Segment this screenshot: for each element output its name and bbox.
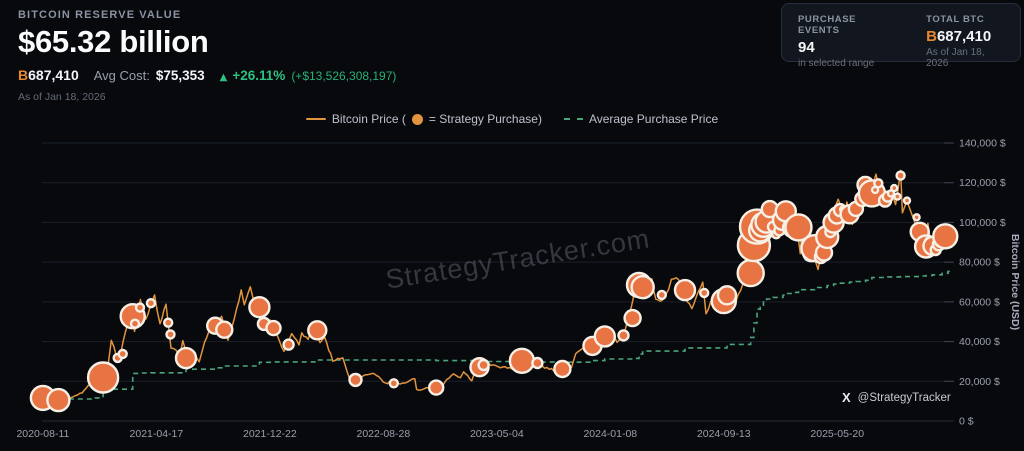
x-tick-label: 2021-12-22 [243, 428, 297, 440]
purchase-marker[interactable] [902, 196, 912, 205]
purchase-events-value: 94 [798, 39, 815, 56]
purchase-marker[interactable] [117, 348, 128, 360]
purchase-marker[interactable] [174, 346, 198, 370]
stats-card: PURCHASE EVENTS 94 in selected range TOT… [781, 3, 1021, 69]
avg-cost-value: $75,353 [155, 67, 205, 83]
y-tick-label: 60,000 $ [959, 296, 1000, 308]
chart-legend: Bitcoin Price ( = Strategy Purchase) Ave… [0, 112, 1024, 126]
purchase-marker[interactable] [307, 320, 328, 341]
btc-icon: B [18, 66, 29, 83]
purchase-marker[interactable] [86, 361, 120, 394]
purchase-marker[interactable] [508, 347, 536, 374]
y-tick-label: 100,000 $ [959, 217, 1006, 229]
y-tick-label: 40,000 $ [959, 336, 1000, 348]
x-handle-text: @StrategyTracker [857, 391, 951, 404]
purchase-marker[interactable] [388, 378, 399, 389]
purchase-marker[interactable] [673, 278, 697, 302]
header: BITCOIN RESERVE VALUE $65.32 billion B 68… [18, 9, 396, 103]
page-title: BITCOIN RESERVE VALUE [18, 9, 182, 21]
legend-price-suffix: = Strategy Purchase) [428, 112, 542, 126]
purchase-marker[interactable] [165, 329, 176, 340]
purchase-marker[interactable] [912, 213, 921, 222]
y-tick-label: 20,000 $ [959, 376, 1000, 388]
y-tick-label: 0 $ [959, 416, 974, 428]
x-tick-label: 2021-04-17 [130, 428, 184, 440]
purchase-marker[interactable] [145, 298, 157, 309]
purchase-marker[interactable] [215, 320, 234, 339]
reserve-value: $65.32 billion [18, 24, 209, 59]
stat-purchase-events: PURCHASE EVENTS 94 in selected range [798, 14, 894, 69]
total-btc-sub: As of Jan 18, 2026 [926, 47, 985, 69]
purchase-marker[interactable] [656, 289, 667, 301]
purchase-marker[interactable] [531, 356, 544, 370]
purchase-events-sub: in selected range [798, 58, 875, 69]
x-tick-label: 2025-05-20 [810, 428, 864, 440]
avg-cost-label: Avg Cost: [93, 67, 150, 83]
purchase-marker[interactable] [873, 178, 884, 189]
purchase-marker[interactable] [129, 318, 141, 329]
legend-avg-label: Average Purchase Price [588, 112, 719, 126]
purchase-events-label: PURCHASE EVENTS [798, 14, 857, 36]
purchase-markers[interactable] [29, 170, 959, 413]
purchase-marker[interactable] [630, 275, 655, 300]
as-of-date: As of Jan 18, 2026 [18, 90, 106, 103]
x-tick-label: 2024-09-13 [697, 428, 751, 440]
purchase-marker[interactable] [248, 296, 271, 319]
purchase-marker[interactable] [553, 359, 572, 379]
social-handle[interactable]: X @StrategyTracker [842, 390, 951, 405]
change-absolute: (+$13,526,308,197) [291, 68, 397, 83]
purchase-dot-icon [411, 113, 423, 125]
x-tick-label: 2023-05-04 [470, 428, 524, 440]
purchase-marker[interactable] [736, 258, 765, 288]
purchase-marker[interactable] [932, 223, 959, 250]
x-tick-label: 2022-08-28 [356, 428, 410, 440]
purchase-marker[interactable] [716, 285, 738, 306]
purchase-marker[interactable] [890, 183, 899, 193]
purchase-marker[interactable] [265, 319, 282, 337]
purchase-marker[interactable] [282, 338, 295, 351]
purchase-marker[interactable] [617, 329, 630, 342]
y-tick-label: 140,000 $ [959, 138, 1006, 150]
purchase-marker[interactable] [162, 317, 174, 328]
average-purchase-price-line [42, 270, 950, 400]
y-axis-title: Bitcoin Price (USD) [1009, 234, 1021, 330]
avg-line-swatch-icon [563, 118, 583, 120]
total-btc-number: 687,410 [936, 28, 992, 45]
purchase-marker[interactable] [46, 387, 71, 413]
purchase-marker[interactable] [784, 213, 813, 242]
purchase-marker[interactable] [593, 325, 616, 348]
watermark: StrategyTracker.com [384, 223, 652, 294]
stat-total-btc: TOTAL BTC B687,410 As of Jan 18, 2026 [926, 14, 1004, 69]
btc-icon: B [926, 28, 937, 45]
btc-amount: 687,410 [28, 66, 79, 83]
purchase-marker[interactable] [893, 192, 902, 201]
bitcoin-price-line [42, 169, 949, 402]
total-btc-value: B687,410 [926, 28, 1004, 45]
x-logo-icon: X [842, 390, 851, 405]
total-btc-label: TOTAL BTC [926, 14, 985, 25]
purchase-marker[interactable] [477, 358, 490, 372]
purchase-marker[interactable] [699, 287, 710, 299]
purchase-marker[interactable] [895, 170, 906, 181]
purchase-marker[interactable] [348, 372, 363, 388]
purchase-marker[interactable] [134, 302, 146, 313]
x-axis-labels: 2020-08-11 2021-04-17 2021-12-22 2022-08-28… [16, 428, 864, 440]
purchase-marker[interactable] [623, 308, 642, 328]
legend-price-prefix: Bitcoin Price ( [331, 112, 406, 126]
y-tick-label: 120,000 $ [959, 177, 1006, 189]
up-triangle-icon: ▲ [219, 71, 228, 83]
x-tick-label: 2024-01-08 [583, 428, 637, 440]
x-tick-label: 2020-08-11 [16, 428, 69, 440]
header-stats-row: B 687,410 Avg Cost: $75,353 ▲ +26.11% (+$… [18, 67, 396, 83]
price-line-swatch-icon [305, 118, 326, 120]
purchase-marker[interactable] [428, 379, 445, 396]
y-tick-label: 80,000 $ [959, 257, 1000, 269]
change-percent: +26.11% [232, 67, 286, 83]
